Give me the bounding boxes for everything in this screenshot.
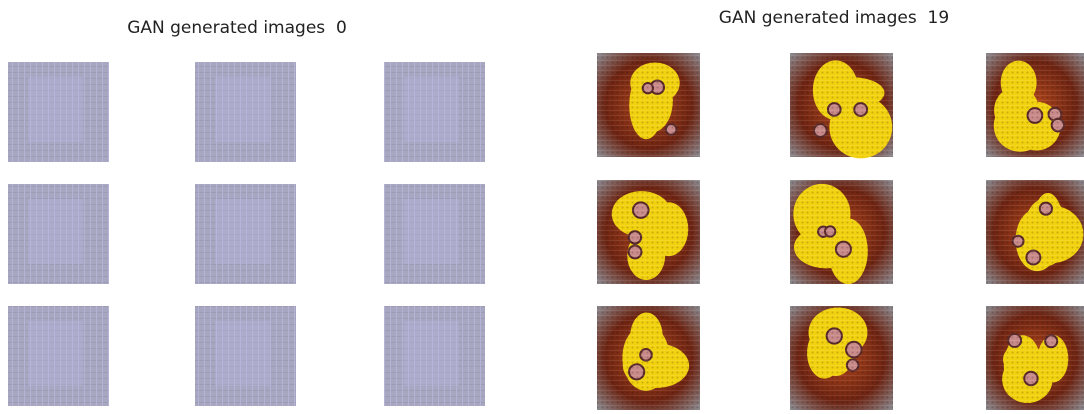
image-tint — [28, 199, 83, 264]
generated-image — [986, 306, 1084, 410]
texture — [986, 53, 1084, 157]
figure: GAN generated images 0 GAN generated ima… — [0, 0, 1084, 414]
image-tint — [404, 77, 459, 142]
generated-image — [790, 306, 893, 410]
image-tint — [404, 321, 459, 386]
texture — [986, 306, 1084, 410]
generated-image — [790, 53, 893, 158]
panel-title: GAN generated images 19 — [719, 8, 949, 28]
image-tint — [404, 199, 459, 264]
generated-image — [986, 53, 1084, 157]
image-tint — [215, 321, 270, 386]
image-tint — [28, 77, 83, 142]
generated-image — [597, 306, 700, 410]
left-grid — [8, 62, 485, 406]
texture — [597, 180, 700, 284]
texture — [790, 53, 893, 157]
panel-title: GAN generated images 0 — [127, 18, 347, 38]
image-tint — [215, 199, 270, 264]
image-tint — [215, 77, 270, 142]
generated-image — [986, 180, 1084, 284]
generated-image — [597, 180, 700, 284]
texture — [597, 306, 700, 410]
texture — [790, 180, 893, 284]
texture — [790, 306, 893, 410]
page: GAN generated images 0 GAN generated ima… — [0, 0, 1084, 414]
texture — [986, 180, 1084, 284]
texture — [597, 53, 700, 157]
right-grid — [597, 53, 1084, 410]
generated-image — [790, 180, 893, 284]
image-tint — [28, 321, 83, 386]
generated-image — [597, 53, 700, 157]
